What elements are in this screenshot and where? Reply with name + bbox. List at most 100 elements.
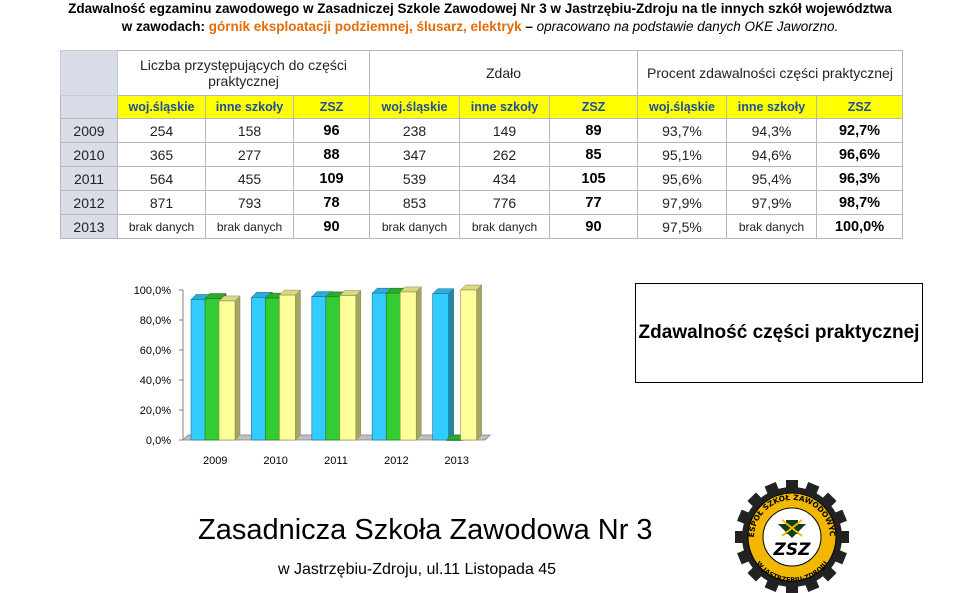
subheader-cell: woj.śląskie [117,95,206,119]
table-cell: brak danych [726,214,817,239]
subheader-cell: ZSZ [816,95,903,119]
table-cell: 109 [293,166,370,191]
bar [311,296,329,441]
row-year: 2011 [60,166,118,191]
y-tick-label: 80,0% [140,315,171,327]
y-tick-label: 0,0% [146,435,171,447]
table-cell: 853 [369,190,460,215]
table-cell: 149 [459,118,550,143]
table-cell: 98,7% [816,190,903,215]
school-logo: ZESPÓŁ SZKÓŁ ZAWODOWYCH W JASTRZĘBIU-ZDR… [724,480,849,593]
gear-tooth [803,576,820,592]
table-cell: 95,6% [637,166,727,191]
table-row: 2009 254 158 96 238 149 89 93,7% 94,3% 9… [60,118,903,143]
gear-tooth [831,509,847,526]
subheader-cell: woj.śląskie [637,95,727,119]
table-cell: 262 [459,142,550,167]
subheader-cell: ZSZ [549,95,638,119]
gear-tooth [786,582,798,593]
x-tick-label: 2010 [263,455,287,467]
bar [279,294,296,441]
gear-tooth [831,548,847,565]
x-tick-label: 2013 [445,455,469,467]
bar [371,292,389,441]
bar [432,293,449,441]
mining-emblem-icon [778,519,806,538]
subheader-cell: inne szkoły [459,95,550,119]
table-row: 2012 871 793 78 853 776 77 97,9% 97,9% 9… [60,190,903,215]
table-cell: 97,9% [637,190,727,215]
table-cell: 94,6% [726,142,817,167]
table-cell: 85 [549,142,638,167]
table-cell: brak danych [205,214,294,239]
bar-side [476,284,482,441]
table-cell: 88 [293,142,370,167]
table-cell: 78 [293,190,370,215]
gear-tooth [737,509,753,526]
table-cell: 564 [117,166,206,191]
table-cell: 97,5% [637,214,727,239]
bar [265,297,282,441]
header-line-2: w zawodach: górnik eksploatacji podziemn… [0,18,960,36]
table-group-header-row: Liczba przystępujących do części praktyc… [60,50,903,96]
gear-tooth [786,480,798,492]
table-cell: 92,7% [816,118,903,143]
table-cell: 97,9% [726,190,817,215]
header-line-2-prefix: w zawodach: [121,19,209,34]
table-cell: 93,7% [637,118,727,143]
header-dash: – [521,19,537,34]
y-tick-label: 20,0% [140,405,171,417]
table-cell: 100,0% [816,214,903,239]
table-cell: 96,3% [816,166,903,191]
subheader-cell: inne szkoły [726,95,817,119]
results-table: Liczba przystępujących do części praktyc… [60,50,903,239]
header-professions: górnik eksploatacji podziemnej, ślusarz,… [208,19,522,34]
table-cell: 94,3% [726,118,817,143]
row-year: 2013 [60,214,118,239]
bar-side [295,289,301,441]
x-tick-label: 2012 [384,455,408,467]
table-cell: brak danych [117,214,206,239]
subheader-cell: woj.śląskie [369,95,460,119]
table-cell: 365 [117,142,206,167]
pass-rate-bar-chart: 100,0% 80,0% 60,0% 40,0% 20,0% 0,0% 2009 2010 20… [134,284,491,467]
chart-title: Zdawalność części praktycznej [638,322,920,343]
bar [190,299,208,441]
table-cell: 77 [549,190,638,215]
table-cell: 254 [117,118,206,143]
gear-tooth [737,548,753,565]
y-tick-label: 100,0% [134,285,172,297]
table-row: 2010 365 277 88 347 262 85 95,1% 94,6% 9… [60,142,903,167]
header-source: opracowano na podstawie danych OKE Jawor… [536,19,839,34]
table-cell: 96 [293,118,370,143]
row-year: 2009 [60,118,118,143]
bar [399,291,417,441]
gear-tooth [803,482,820,498]
row-year: 2010 [60,142,118,167]
table-cell: brak danych [369,214,460,239]
bar [218,300,236,441]
bar-side [234,295,241,441]
bar [446,439,463,441]
table-cell: 776 [459,190,550,215]
y-tick-label: 40,0% [140,375,171,387]
bar-side [355,289,362,441]
table-cell: 793 [205,190,294,215]
group-header-pass-rate: Procent zdawalności części praktycznej [637,50,903,96]
bar-side [448,288,454,441]
table-cell: 90 [293,214,370,239]
table-corner-cell [60,50,118,96]
table-subheader-row: woj.śląskie inne szkoły ZSZ woj.śląskie … [60,95,903,119]
school-name: Zasadnicza Szkoła Zawodowa Nr 3 [198,514,653,546]
table-cell: 89 [549,118,638,143]
y-tick-label: 60,0% [140,345,171,357]
page-header: Zdawalność egzaminu zawodowego w Zasadni… [0,0,960,36]
bar [385,292,403,441]
table-cell: 90 [549,214,638,239]
subheader-cell: inne szkoły [205,95,294,119]
bar [325,296,343,441]
bar [460,289,477,441]
gear-tooth [764,576,781,592]
table-cell: 238 [369,118,460,143]
table-cell: 277 [205,142,294,167]
